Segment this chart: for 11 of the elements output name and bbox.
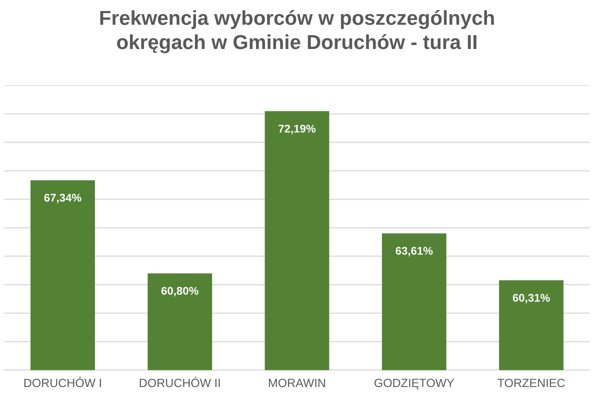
data-label: 60,80%: [161, 286, 198, 296]
x-tick-label: MORAWIN: [269, 378, 325, 388]
chart-title: Frekwencja wyborców w poszczególnych okręgach w Gminie Doruchów - tura II: [100, 10, 494, 54]
x-tick-label: GODZIĘTOWY: [374, 378, 454, 390]
data-label: 67,34%: [44, 194, 82, 204]
x-tick-label: DORUCHÓW I: [24, 376, 101, 388]
data-label: 72,19%: [278, 124, 316, 134]
x-tick-label: TORZENIEC: [498, 378, 565, 388]
x-tick-label: DORUCHÓW II: [140, 376, 220, 388]
data-label: 60,31%: [512, 294, 550, 304]
data-label: 63,61%: [396, 246, 433, 256]
